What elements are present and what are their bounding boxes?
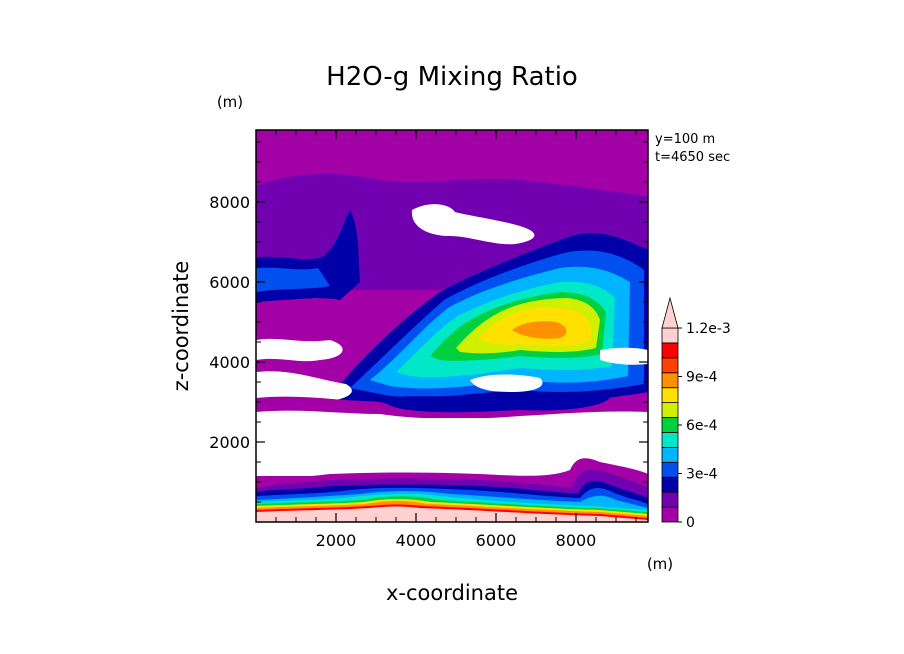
x-tick-label: 4000 (396, 531, 437, 550)
colorbar-label: 6e-4 (686, 418, 718, 434)
colorbar-box (661, 327, 679, 344)
contour-white-band-4 (470, 374, 543, 392)
contour-white-top (411, 204, 535, 245)
colorbar-label: 1.2e-3 (686, 321, 731, 337)
x-axis-label: x-coordinate (386, 581, 518, 605)
y-tick-label: 2000 (209, 433, 250, 452)
contour-dry-layer-top (256, 410, 648, 420)
contour-white-band-1 (256, 338, 343, 362)
x-tick-label: 2000 (316, 531, 357, 550)
y-tick-label: 8000 (209, 193, 250, 212)
contour-white-band-2 (256, 371, 352, 404)
colorbar-box (661, 372, 679, 389)
annotation-t: t=4650 sec (655, 150, 730, 165)
colorbar-box (661, 387, 679, 404)
colorbar-extend-triangle (661, 296, 679, 329)
y-axis-label: z-coordinate (169, 261, 193, 392)
axes: 2000 4000 6000 8000 2000 4000 6000 8000 (209, 130, 648, 550)
plot-frame (255, 129, 649, 523)
contour-lower-purple (256, 396, 470, 424)
colorbar-box (661, 357, 679, 374)
colorbar-box (661, 446, 679, 463)
contour-cyan-left (256, 267, 330, 292)
x-unit-label: (m) (647, 555, 673, 573)
colorbar-box (661, 432, 679, 448)
colorbar-box (661, 491, 679, 508)
contour-bl-pink (256, 506, 648, 522)
colorbar-label: 3e-4 (686, 467, 718, 483)
y-unit-label: (m) (217, 93, 243, 111)
contour-lower-navy (380, 394, 610, 413)
colorbar-box (661, 402, 679, 418)
colorbar-box (661, 417, 679, 433)
x-tick-label: 8000 (556, 531, 597, 550)
colorbar-box (661, 342, 679, 359)
colorbar-label: 9e-4 (686, 370, 718, 386)
chart-title: H2O-g Mixing Ratio (326, 62, 578, 92)
colorbar: 0 3e-4 6e-4 9e-4 1.2e-3 (661, 296, 731, 531)
colorbar-box (661, 476, 679, 493)
contour-field (256, 130, 648, 522)
y-tick-label: 6000 (209, 273, 250, 292)
contour-white-band-3 (600, 347, 648, 365)
annotation-y: y=100 m (655, 132, 715, 147)
colorbar-label: 0 (686, 515, 695, 531)
contour-plume-orange (512, 321, 567, 339)
colorbar-box (661, 506, 679, 523)
y-tick-label: 4000 (209, 353, 250, 372)
x-tick-label: 6000 (476, 531, 517, 550)
colorbar-box (661, 461, 679, 478)
